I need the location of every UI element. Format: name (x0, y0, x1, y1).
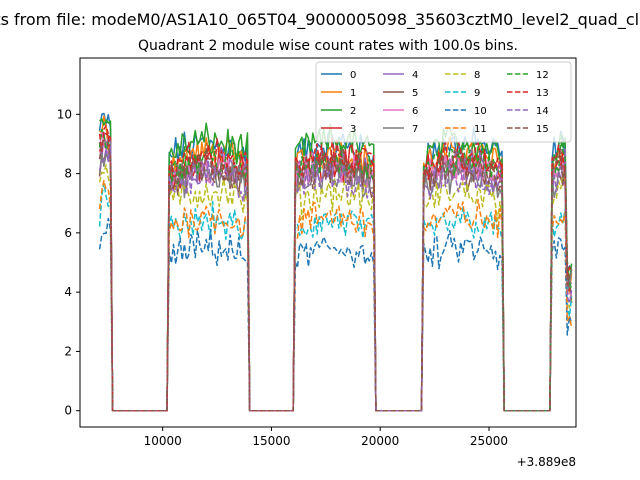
x-tick-label-10000: 10000 (144, 434, 182, 448)
series-line-15 (98, 138, 573, 412)
x-offset-text: +3.889e8 (517, 455, 576, 469)
legend-label-3: 3 (350, 124, 356, 135)
series-line-10 (98, 217, 573, 412)
legend-box (315, 61, 572, 143)
legend-label-14: 14 (536, 106, 549, 117)
x-tick-label-20000: 20000 (361, 434, 399, 448)
legend-label-9: 9 (474, 88, 480, 99)
legend-label-4: 4 (412, 70, 418, 81)
series-layer (98, 112, 573, 412)
y-tick-label-6: 6 (64, 226, 72, 240)
series-line-13 (98, 124, 573, 412)
legend-label-10: 10 (474, 106, 487, 117)
y-tick-label-8: 8 (64, 167, 72, 181)
legend-label-15: 15 (536, 124, 549, 135)
y-tick-label-2: 2 (64, 344, 72, 358)
series-line-14 (98, 145, 573, 412)
legend-label-5: 5 (412, 88, 418, 99)
legend-label-7: 7 (412, 124, 418, 135)
series-line-8 (98, 164, 573, 412)
figure-suptitle: Plots from file: modeM0/AS1A10_065T04_90… (0, 10, 640, 30)
legend-label-1: 1 (350, 88, 356, 99)
legend-label-8: 8 (474, 70, 480, 81)
y-tick-label-0: 0 (64, 404, 72, 418)
plot-frame (79, 57, 577, 428)
y-tick-label-4: 4 (64, 285, 72, 299)
chart-title: Quadrant 2 module wise count rates with … (138, 38, 518, 54)
series-line-11 (98, 179, 573, 412)
legend-label-13: 13 (536, 88, 549, 99)
y-axis: 0 2 4 6 8 10 (57, 107, 80, 418)
x-axis: 10000 15000 20000 25000 (144, 427, 508, 448)
legend-label-6: 6 (412, 106, 418, 117)
legend-label-11: 11 (474, 124, 487, 135)
x-tick-label-15000: 15000 (252, 434, 290, 448)
legend-label-12: 12 (536, 70, 549, 81)
legend-label-2: 2 (350, 106, 356, 117)
x-tick-label-25000: 25000 (470, 434, 508, 448)
y-tick-label-10: 10 (57, 107, 72, 121)
legend-label-0: 0 (350, 70, 356, 81)
